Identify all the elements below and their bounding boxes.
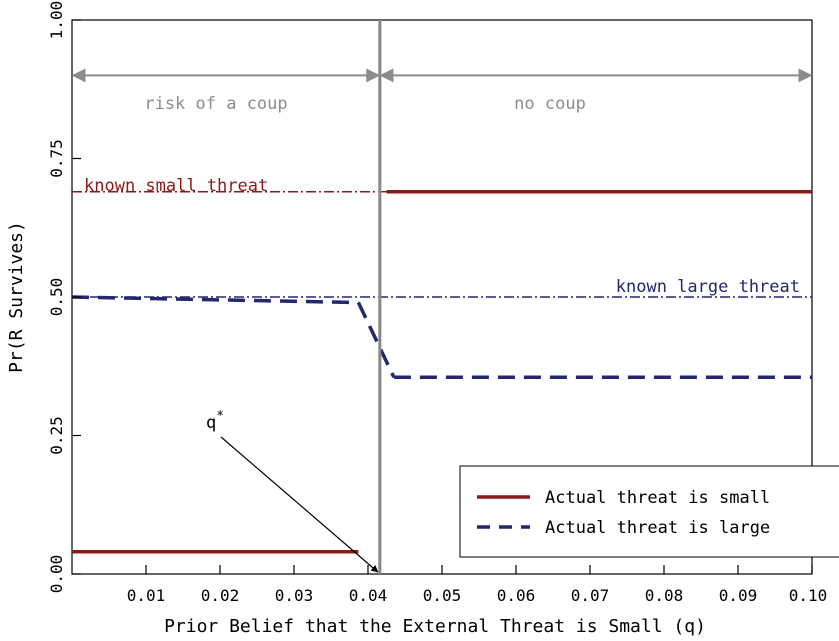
- region-label-no-coup: no coup: [514, 94, 586, 114]
- x-tick-label: 0.10: [789, 586, 828, 605]
- x-tick-label: 0.05: [423, 586, 462, 605]
- legend-box: [460, 466, 839, 557]
- legend: Actual threat is small Actual threat is …: [460, 466, 839, 557]
- y-tick-label: 0.75: [47, 139, 66, 178]
- legend-label-large: Actual threat is large: [545, 518, 770, 538]
- x-tick-label: 0.06: [497, 586, 536, 605]
- x-tick-label: 0.03: [275, 586, 314, 605]
- x-tick-label: 0.07: [571, 586, 610, 605]
- y-tick-label: 0.25: [47, 416, 66, 455]
- x-axis-label: Prior Belief that the External Threat is…: [164, 616, 706, 637]
- y-tick-label: 1.00: [47, 1, 66, 40]
- known-small-threat-label: known small threat: [84, 176, 268, 196]
- x-tick-label: 0.04: [349, 586, 388, 605]
- x-tick-label: 0.02: [201, 586, 240, 605]
- y-axis-label: Pr(R Survives): [6, 221, 27, 373]
- y-tick-label: 0.50: [47, 278, 66, 317]
- legend-label-small: Actual threat is small: [545, 488, 770, 508]
- x-tick-label: 0.01: [127, 586, 166, 605]
- region-label-risk-of-coup: risk of a coup: [144, 94, 287, 114]
- series-actual-large-segment-1: [358, 303, 394, 378]
- x-tick-label: 0.09: [719, 586, 758, 605]
- series-actual-large-segment-0: [72, 297, 358, 303]
- y-tick-label: 0.00: [47, 555, 66, 594]
- known-large-threat-label: known large threat: [616, 277, 800, 297]
- x-tick-label: 0.08: [645, 586, 684, 605]
- q-star-label: q*: [206, 409, 224, 433]
